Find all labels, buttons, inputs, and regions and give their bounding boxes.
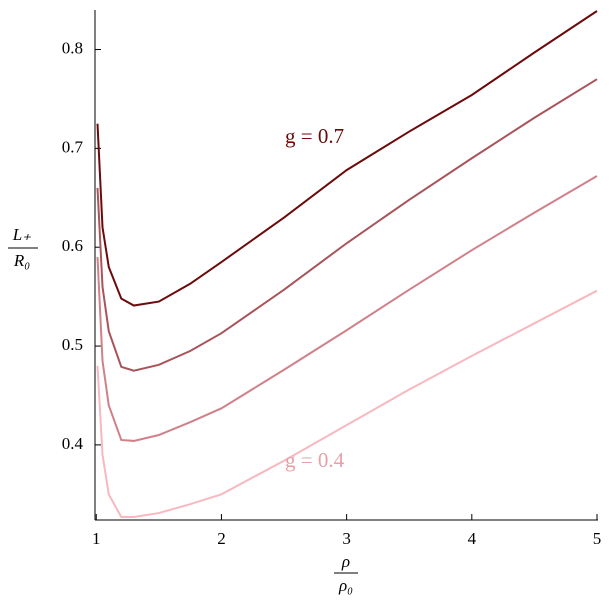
- y-tick-label: 0.4: [62, 434, 84, 453]
- series-line: [96, 10, 598, 307]
- x-tick-label: 4: [468, 529, 477, 548]
- y-label-denominator: R₀: [13, 251, 30, 270]
- x-axis-label: ρ ρ₀: [334, 552, 358, 595]
- x-tick-label: 1: [92, 529, 101, 548]
- series-line: [96, 175, 598, 442]
- series-line: [96, 289, 598, 519]
- series-line: [96, 78, 598, 372]
- y-tick-label: 0.5: [62, 335, 83, 354]
- x-tick-label: 3: [342, 529, 351, 548]
- annotation: g = 0.4: [285, 448, 345, 472]
- y-axis-label: L₊ R₀: [8, 225, 38, 270]
- x-tick-label: 2: [217, 529, 226, 548]
- x-label-numerator: ρ: [341, 552, 350, 571]
- y-tick-label: 0.8: [62, 38, 83, 57]
- x-label-denominator: ρ₀: [338, 576, 353, 595]
- y-tick-label: 0.7: [62, 137, 84, 156]
- annotation: g = 0.7: [285, 124, 344, 148]
- y-label-numerator: L₊: [12, 225, 31, 244]
- y-tick-label: 0.6: [62, 236, 83, 255]
- x-tick-label: 5: [593, 529, 602, 548]
